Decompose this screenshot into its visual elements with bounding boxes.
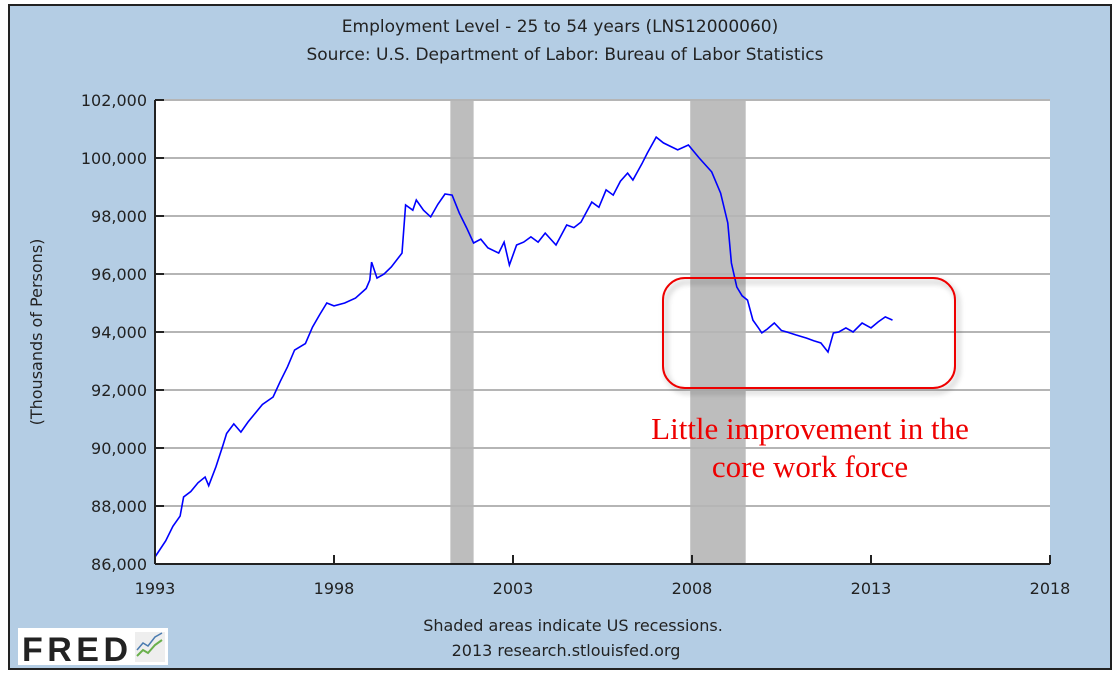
- y-tick-label: 100,000: [81, 149, 147, 168]
- y-tick-label: 96,000: [91, 265, 147, 284]
- recession-note: Shaded areas indicate US recessions.: [423, 616, 723, 635]
- x-tick-label: 1993: [135, 579, 176, 598]
- chart-subtitle: Source: U.S. Department of Labor: Bureau…: [306, 45, 823, 65]
- y-tick-label: 92,000: [91, 381, 147, 400]
- source-url: 2013 research.stlouisfed.org: [452, 641, 681, 660]
- x-tick-label: 2008: [672, 579, 713, 598]
- y-tick-label: 86,000: [91, 555, 147, 574]
- y-tick-label: 102,000: [81, 91, 147, 110]
- annotation-box: [662, 277, 956, 389]
- y-tick-label: 88,000: [91, 497, 147, 516]
- x-tick-label: 1998: [314, 579, 355, 598]
- x-tick-label: 2013: [851, 579, 892, 598]
- x-tick-label: 2003: [493, 579, 534, 598]
- y-tick-label: 94,000: [91, 323, 147, 342]
- y-tick-label: 98,000: [91, 207, 147, 226]
- fred-logo: FRED: [18, 628, 168, 669]
- y-axis-label: (Thousands of Persons): [27, 239, 46, 426]
- x-tick-label: 2018: [1030, 579, 1071, 598]
- y-tick-label: 90,000: [91, 439, 147, 458]
- annotation-line-2: core work force: [712, 449, 908, 484]
- chart-title: Employment Level - 25 to 54 years (LNS12…: [342, 17, 778, 37]
- logo-chart-icon: [136, 639, 163, 657]
- annotation-line-1: Little improvement in the: [651, 411, 969, 446]
- series-line: [154, 135, 893, 558]
